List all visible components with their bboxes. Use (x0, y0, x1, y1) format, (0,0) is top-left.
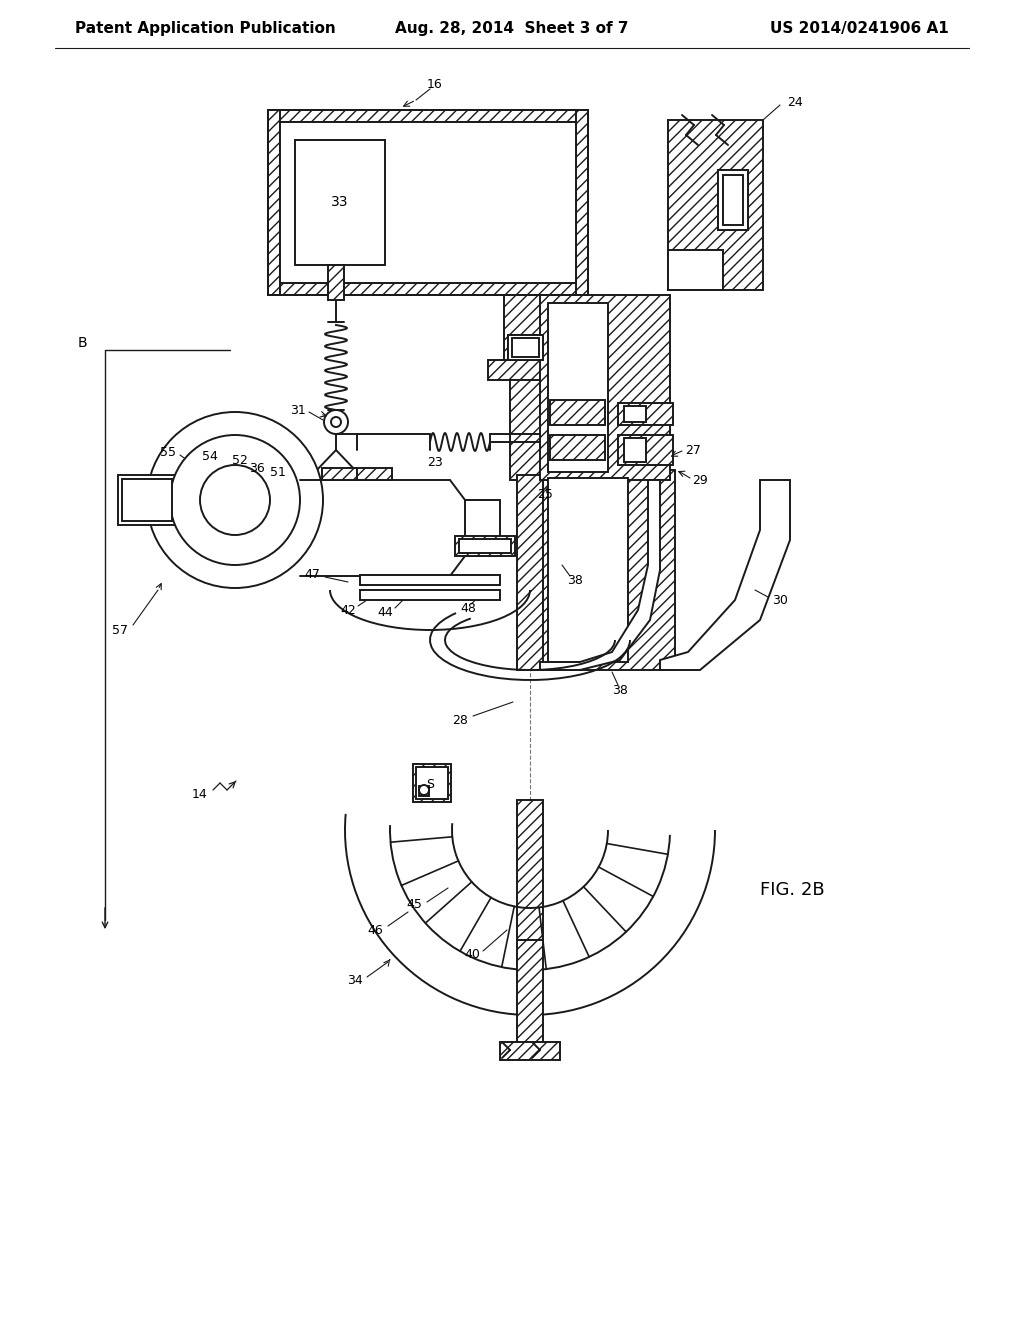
Bar (268, 110, 588, 294)
Bar (624, 438, 646, 462)
Text: B: B (78, 337, 87, 350)
Bar (295, 140, 385, 265)
Text: 34: 34 (347, 974, 362, 986)
Bar (455, 536, 515, 556)
Bar (618, 436, 673, 465)
Text: 45: 45 (407, 899, 422, 912)
Text: 51: 51 (270, 466, 286, 479)
Circle shape (170, 436, 300, 565)
Bar (508, 335, 543, 360)
Text: 57: 57 (112, 623, 128, 636)
Circle shape (331, 417, 341, 426)
Bar (517, 940, 543, 1045)
Text: 23: 23 (427, 455, 442, 469)
Text: 31: 31 (290, 404, 306, 417)
Text: 29: 29 (692, 474, 708, 487)
Bar (122, 479, 172, 521)
Bar (540, 294, 670, 480)
Text: Aug. 28, 2014  Sheet 3 of 7: Aug. 28, 2014 Sheet 3 of 7 (395, 21, 629, 37)
Bar (419, 785, 429, 796)
Bar (618, 403, 673, 425)
Text: 14: 14 (193, 788, 208, 801)
Text: US 2014/0241906 A1: US 2014/0241906 A1 (770, 21, 949, 37)
Bar (548, 478, 628, 663)
Bar (268, 110, 280, 294)
Bar (517, 475, 543, 671)
Bar (575, 110, 588, 294)
Bar (118, 475, 176, 525)
Text: 40: 40 (464, 949, 480, 961)
Bar (508, 335, 543, 360)
Bar (488, 360, 572, 380)
Text: 38: 38 (567, 573, 583, 586)
Text: 38: 38 (612, 684, 628, 697)
Text: 16: 16 (427, 78, 442, 91)
Text: FIG. 2B: FIG. 2B (760, 880, 824, 899)
Bar (668, 120, 763, 290)
Bar (510, 380, 550, 480)
Bar (668, 249, 723, 290)
Polygon shape (540, 480, 660, 671)
Bar (550, 436, 605, 459)
Bar (512, 338, 539, 356)
Bar (540, 470, 675, 671)
Text: 48: 48 (460, 602, 476, 615)
Bar (624, 407, 646, 422)
Polygon shape (660, 480, 790, 671)
Circle shape (419, 785, 429, 795)
Text: 27: 27 (685, 444, 701, 457)
Bar (416, 767, 449, 799)
Text: Patent Application Publication: Patent Application Publication (75, 21, 336, 37)
Circle shape (324, 411, 348, 434)
Text: 44: 44 (377, 606, 393, 619)
Bar (550, 400, 605, 425)
Bar (517, 800, 543, 940)
Text: 33: 33 (331, 195, 349, 209)
Text: 28: 28 (452, 714, 468, 726)
Bar (328, 265, 344, 300)
Bar (268, 110, 588, 121)
Text: S: S (426, 779, 434, 792)
Text: 36: 36 (249, 462, 265, 474)
Bar (504, 294, 556, 362)
Bar (280, 121, 575, 282)
Text: 42: 42 (340, 603, 356, 616)
Text: 52: 52 (232, 454, 248, 466)
Bar (718, 170, 748, 230)
Circle shape (200, 465, 270, 535)
Text: 46: 46 (368, 924, 383, 936)
Circle shape (147, 412, 323, 587)
Text: 54: 54 (202, 450, 218, 462)
Text: 25: 25 (537, 488, 553, 502)
Text: 24: 24 (787, 95, 803, 108)
Bar (360, 576, 500, 585)
Text: 55: 55 (160, 446, 176, 458)
Bar (459, 539, 511, 553)
Bar (413, 764, 451, 803)
Bar (548, 304, 608, 473)
Bar (322, 469, 357, 480)
Text: 47: 47 (304, 569, 319, 582)
Bar (268, 282, 588, 294)
Bar (360, 590, 500, 601)
Bar (723, 176, 743, 224)
Bar (500, 1041, 560, 1060)
Text: 30: 30 (772, 594, 787, 606)
Bar (357, 469, 392, 480)
Bar (718, 170, 748, 230)
